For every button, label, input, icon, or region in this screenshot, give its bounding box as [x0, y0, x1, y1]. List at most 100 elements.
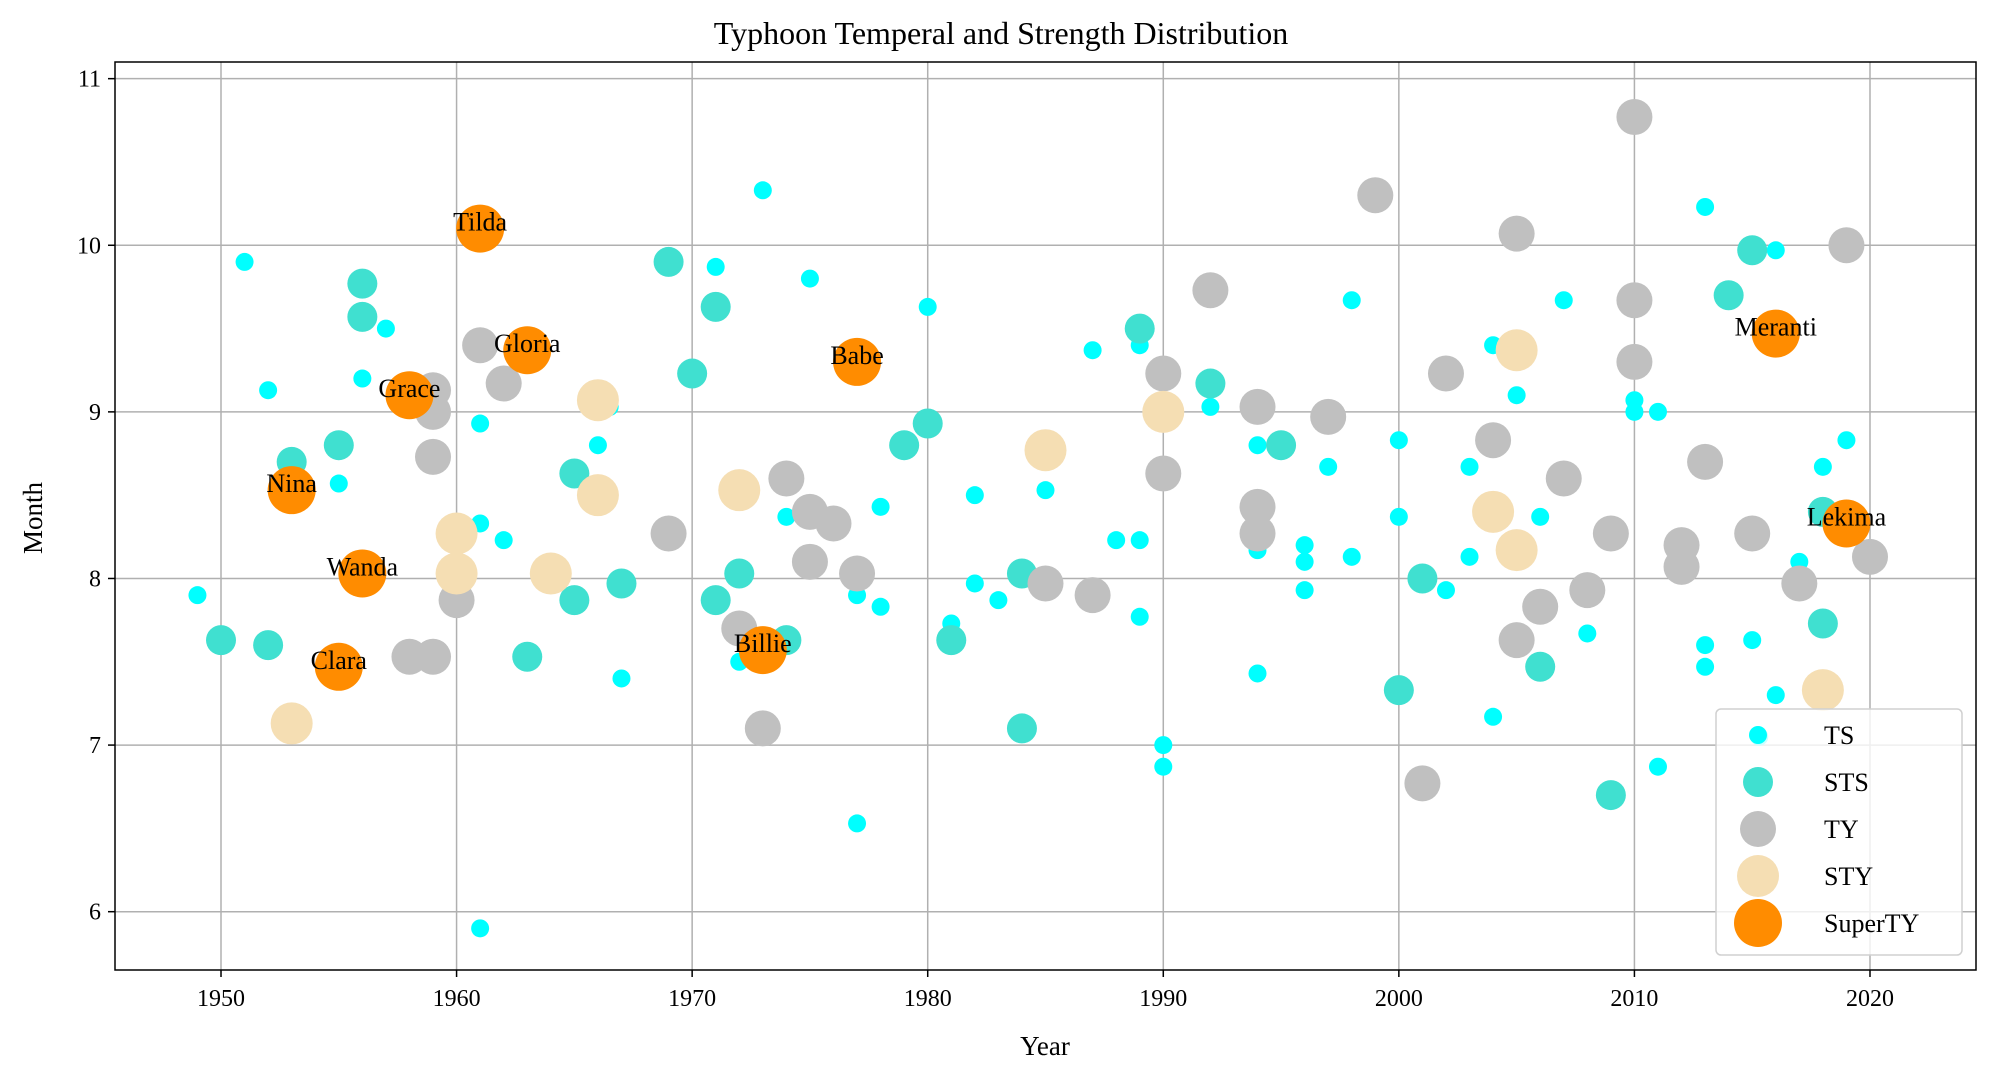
data-point — [1525, 651, 1556, 682]
data-point — [1713, 280, 1744, 311]
data-point — [800, 269, 819, 288]
y-tick-label: 6 — [89, 900, 101, 926]
data-point — [700, 585, 731, 616]
data-point — [1592, 515, 1629, 552]
data-point — [1616, 98, 1653, 135]
legend-label: TS — [1824, 721, 1854, 750]
typhoon-annotation: Wanda — [327, 552, 399, 581]
data-point — [1696, 657, 1715, 676]
legend-marker — [1737, 855, 1779, 897]
x-tick-label: 1980 — [904, 986, 952, 1012]
data-point — [1342, 291, 1361, 310]
y-tick-label: 9 — [89, 400, 101, 426]
plot-frame — [114, 61, 1977, 971]
data-point — [1781, 565, 1818, 602]
legend-marker — [1749, 726, 1767, 744]
data-point — [1475, 422, 1512, 459]
data-point — [1130, 531, 1149, 550]
data-point — [1201, 397, 1220, 416]
typhoon-annotation: Babe — [830, 341, 883, 370]
grid-lines — [115, 62, 1976, 970]
data-point — [253, 630, 284, 661]
data-point — [1266, 430, 1297, 461]
typhoon-annotation: Gloria — [494, 329, 561, 358]
typhoon-annotation: Billie — [734, 629, 792, 658]
data-point — [1737, 235, 1768, 266]
data-point — [1522, 588, 1559, 625]
data-point — [1801, 669, 1844, 712]
data-point — [768, 460, 805, 497]
data-point — [1239, 388, 1276, 425]
legend-marker — [1743, 767, 1773, 797]
x-tick-label: 1990 — [1139, 986, 1187, 1012]
data-point — [1807, 608, 1838, 639]
data-point — [738, 626, 787, 675]
data-point — [347, 301, 378, 332]
y-axis-label: Month — [18, 481, 48, 554]
data-point — [606, 568, 637, 599]
data-point — [259, 381, 278, 400]
x-axis-ticks: 1950 1960 1970 1980 1990 2000 2010 2020 — [197, 970, 1894, 1012]
data-point — [1498, 622, 1535, 659]
data-point — [1389, 431, 1408, 450]
y-tick-label: 10 — [77, 233, 101, 259]
data-point — [1195, 368, 1226, 399]
data-point — [612, 669, 631, 688]
data-point — [1531, 507, 1550, 526]
data-point — [1696, 636, 1715, 655]
data-point — [1295, 552, 1314, 571]
data-point — [576, 474, 619, 517]
data-point — [791, 543, 828, 580]
data-point — [1495, 329, 1538, 372]
data-point — [485, 365, 522, 402]
legend: TS STS TY STY SuperTY — [1715, 708, 1963, 956]
legend-box — [1715, 708, 1963, 956]
y-tick-label: 8 — [89, 566, 101, 592]
data-point — [1498, 215, 1535, 252]
data-point — [1595, 780, 1626, 811]
data-point — [314, 642, 363, 691]
data-point — [1248, 664, 1267, 683]
data-point — [188, 586, 207, 605]
data-point — [653, 246, 684, 277]
data-point — [1813, 457, 1832, 476]
data-point — [588, 436, 607, 455]
data-point — [1295, 581, 1314, 600]
data-point — [1734, 515, 1771, 552]
y-tick-label: 7 — [89, 733, 101, 759]
legend-marker — [1740, 811, 1776, 847]
data-point — [559, 458, 590, 489]
x-axis-label: Year — [1020, 1031, 1070, 1061]
data-point — [267, 466, 316, 515]
data-point — [1145, 455, 1182, 492]
data-point — [1357, 177, 1394, 214]
data-point — [1006, 713, 1037, 744]
data-point — [456, 204, 505, 253]
typhoon-annotation: Clara — [311, 646, 368, 675]
data-point — [706, 257, 725, 276]
series-superty — [267, 204, 1871, 691]
data-point — [871, 497, 890, 516]
data-point — [1154, 736, 1173, 755]
data-point — [329, 474, 348, 493]
data-point — [1427, 355, 1464, 392]
data-point — [338, 549, 387, 598]
data-point — [435, 552, 478, 595]
data-point — [718, 469, 761, 512]
data-point — [235, 252, 254, 271]
data-point — [1766, 686, 1785, 705]
data-point — [1616, 343, 1653, 380]
data-point — [1460, 457, 1479, 476]
data-point — [529, 552, 572, 595]
data-point — [1851, 538, 1888, 575]
data-point — [471, 919, 490, 938]
data-point — [1239, 515, 1276, 552]
data-point — [1107, 531, 1126, 550]
data-point — [1766, 241, 1785, 260]
data-point — [918, 297, 937, 316]
typhoon-annotation: Grace — [378, 374, 440, 403]
series-ty — [391, 98, 1888, 802]
data-point — [1239, 488, 1276, 525]
data-point — [848, 814, 867, 833]
data-point — [1404, 765, 1441, 802]
